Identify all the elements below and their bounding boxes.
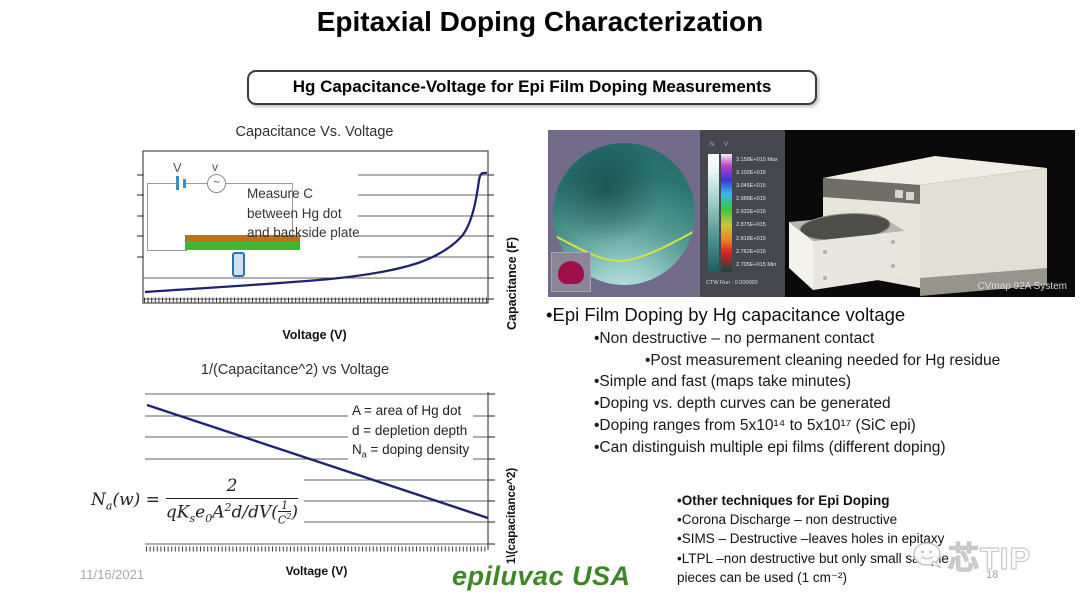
cv-inset-background xyxy=(144,152,358,274)
formula-numerator: 2 xyxy=(165,476,299,499)
battery-icon xyxy=(183,179,186,188)
epi-layer-bar xyxy=(185,235,300,241)
scale-label: 2.988E+015 xyxy=(736,196,766,203)
bullet-item: •Post measurement cleaning needed for Hg… xyxy=(645,351,1001,369)
epiluvac-logo: epiluvac USA xyxy=(452,561,631,591)
circuit-wire xyxy=(224,183,292,184)
color-scale-bar-rainbow xyxy=(721,154,732,272)
measure-note-line: Measure C xyxy=(247,186,314,201)
color-scale-footer: CTW Run : 0.000000 xyxy=(706,280,758,286)
color-scale-bar-teal xyxy=(708,154,719,272)
measure-note: Measure C between Hg dot and backside pl… xyxy=(247,184,407,243)
scale-label: 3.102E+015 xyxy=(736,170,766,177)
inv-c2-yaxis-label: 1\(capacitance^2) xyxy=(506,467,518,564)
formula-inner-fraction: 1 C2 xyxy=(277,499,292,527)
inv-c2-chart: 1/(Capacitance^2) vs Voltage A = area of… xyxy=(85,362,545,597)
bullet-item: •Doping vs. depth curves can be generate… xyxy=(594,395,891,413)
scale-label: 2.932E+015 xyxy=(736,209,766,216)
other-technique-item: •SIMS – Destructive –leaves holes in epi… xyxy=(677,531,945,547)
scale-label: 2.875E+015 xyxy=(736,222,766,229)
color-scale-labels: 3.158E+015 Max 3.102E+015 3.045E+015 2.9… xyxy=(736,154,778,272)
hg-probe-icon xyxy=(232,252,245,277)
subtitle-box: Hg Capacitance-Voltage for Epi Film Dopi… xyxy=(247,70,817,105)
annotation-line: Na = doping density xyxy=(352,442,470,460)
mini-wafer-thumbnail xyxy=(551,252,591,292)
measure-note-line: and backside plate xyxy=(247,225,360,240)
doping-formula: Na(w) = 2 qKse0A2d/dV(1 C2) xyxy=(85,474,305,528)
image-strip: N V 3.158E+015 Max 3.102E+015 3.045E+015… xyxy=(548,130,1075,297)
cv-xaxis-label: Voltage (V) xyxy=(282,328,347,342)
instrument-photo: CVmap 92A System xyxy=(785,130,1075,297)
bullet-list: •Epi Film Doping by Hg capacitance volta… xyxy=(540,301,1080,458)
wafer-contour xyxy=(553,230,695,262)
bullet-item: •Simple and fast (maps take minutes) xyxy=(594,373,851,391)
scale-label: 3.045E+015 xyxy=(736,183,766,190)
page-number: 18 xyxy=(986,569,999,581)
cv-yaxis-label: Capacitance (F) xyxy=(505,236,519,330)
cv-plot-frame xyxy=(142,150,489,304)
circuit-wire xyxy=(147,250,187,251)
subtitle-text: Hg Capacitance-Voltage for Epi Film Dopi… xyxy=(292,77,772,96)
mini-wafer-blob xyxy=(558,261,584,284)
wafer-bar xyxy=(185,241,300,250)
chat-bubble-icon xyxy=(913,541,942,569)
formula-lhs: Na(w) = xyxy=(91,489,160,513)
scale-label: 2.818E+015 xyxy=(736,235,766,242)
cv-curve xyxy=(144,171,487,294)
circuit-wire xyxy=(292,183,293,235)
watermark-text: 芯TIP xyxy=(947,540,1032,576)
cv-chart-title: Capacitance Vs. Voltage xyxy=(235,124,394,140)
circuit-wire xyxy=(147,183,176,184)
slide-title: Epitaxial Doping Characterization xyxy=(316,6,764,37)
bullet-item: •Can distinguish multiple epi films (dif… xyxy=(594,438,946,456)
bullet-item: •Non destructive – no permanent contact xyxy=(594,330,875,347)
circuit-wire xyxy=(147,183,148,251)
inv-c2-annotations: A = area of Hg dot d = depletion depth N… xyxy=(348,400,474,467)
measure-note-line: between Hg dot xyxy=(247,205,342,221)
watermark: 芯TIP 18 xyxy=(912,533,1032,581)
cv-chart: Capacitance Vs. Voltage xyxy=(85,122,545,362)
cv-axis-ticks xyxy=(137,174,494,300)
circuit-wire xyxy=(186,183,207,184)
battery-icon xyxy=(176,176,179,190)
ac-source-label: v xyxy=(212,160,218,174)
color-scale-panel: N V 3.158E+015 Max 3.102E+015 3.045E+015… xyxy=(700,130,785,297)
other-technique-item: •LTPL –non destructive but only small sa… xyxy=(677,550,949,585)
slide-date: 11/16/2021 xyxy=(80,567,145,582)
ac-source-icon: ~ xyxy=(207,174,226,193)
annotation-line: A = area of Hg dot xyxy=(352,403,462,418)
scale-label: 3.158E+015 Max xyxy=(736,157,778,163)
bullet-item: •Epi Film Doping by Hg capacitance volta… xyxy=(546,304,906,325)
inv-c2-chart-title: 1/(Capacitance^2) vs Voltage xyxy=(200,362,390,378)
inv-c2-line xyxy=(146,403,489,520)
instrument-caption: CVmap 92A System xyxy=(977,281,1067,292)
cv-chart-plot xyxy=(137,150,494,304)
ac-tilde: ~ xyxy=(212,175,220,189)
wafer-map-image xyxy=(548,130,700,297)
formula-denominator: qKse0A2d/dV(1 C2) xyxy=(165,499,299,527)
other-technique-item: •Corona Discharge – non destructive xyxy=(677,512,898,528)
formula-fraction: 2 qKse0A2d/dV(1 C2) xyxy=(165,476,299,527)
battery-label: V xyxy=(173,160,182,175)
bullet-item: •Doping ranges from 5x10¹⁴ to 5x10¹⁷ (Si… xyxy=(594,416,916,434)
inv-c2-axis-ticks xyxy=(488,393,495,545)
inv-c2-xaxis-label: Voltage (V) xyxy=(285,564,348,578)
color-scale-header: N V xyxy=(710,142,733,148)
annotation-line: d = depletion depth xyxy=(352,422,468,438)
other-techniques: •Other techniques for Epi Doping •Corona… xyxy=(677,491,977,587)
other-techniques-header: •Other techniques for Epi Doping xyxy=(677,493,890,508)
scale-label: 2.762E+015 xyxy=(736,248,766,255)
instrument-illustration xyxy=(789,156,1047,296)
scale-label: 2.705E+015 Min xyxy=(736,261,777,268)
